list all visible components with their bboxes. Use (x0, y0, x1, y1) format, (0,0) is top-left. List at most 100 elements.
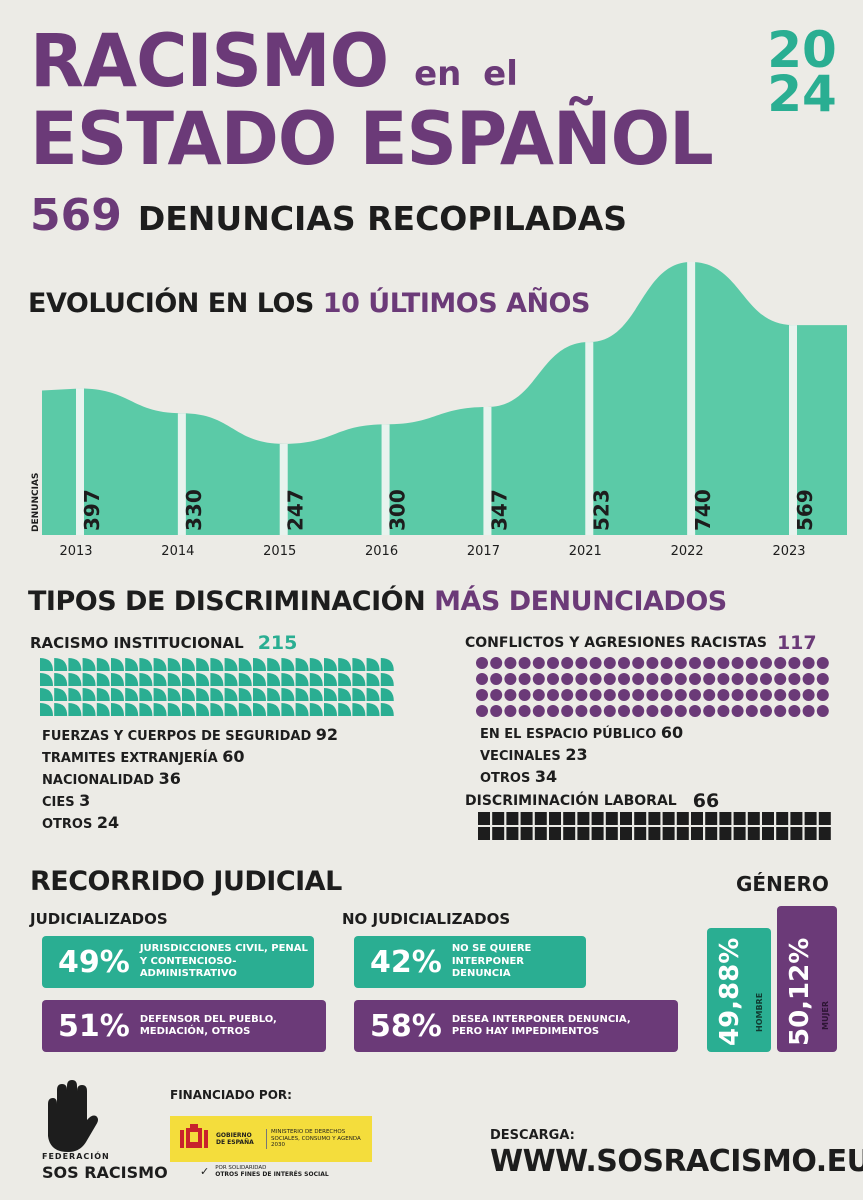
gov-label: GOBIERNO DE ESPAÑA (216, 1131, 254, 1146)
labor-label: DISCRIMINACIÓN LABORAL (465, 793, 677, 809)
n1-pct: 42% (370, 944, 442, 980)
institutional-total: 215 (257, 632, 298, 654)
conflict-unit (774, 689, 787, 701)
conflict-unit (547, 689, 559, 701)
title-line1-small: en el (414, 54, 518, 94)
n2-pct: 58% (370, 1008, 442, 1044)
conflicts-label: CONFLICTOS Y AGRESIONES RACISTAS (465, 635, 767, 651)
conflict-unit (603, 673, 616, 685)
institutional-unit (111, 658, 124, 671)
conflict-unit (788, 689, 801, 701)
j1-pct: 49% (58, 944, 130, 980)
institutional-unit (68, 673, 82, 686)
women-pct: 50,12% (785, 937, 815, 1046)
institutional-unit (366, 703, 380, 716)
conflict-unit (745, 689, 758, 701)
conflict-unit (774, 705, 787, 717)
conf-item: EN EL ESPACIO PÚBLICO 60 (480, 723, 684, 742)
labor-unit (676, 827, 689, 840)
labor-unit (478, 827, 490, 840)
judicialized-box-1: 49% JURISDICCIONES CIVIL, PENAL Y CONTEN… (42, 936, 314, 988)
conflict-unit (490, 689, 503, 701)
institutional-unit (82, 688, 96, 701)
check-icon: ✓ (200, 1165, 210, 1178)
conf-item: OTROS 34 (480, 767, 558, 787)
labor-unit (506, 827, 519, 840)
conflict-unit (802, 657, 815, 669)
j2-text: DEFENSOR DEL PUEBLO, MEDIACIÓN, OTROS (139, 1013, 277, 1038)
conf-item: VECINALES 23 (480, 745, 588, 765)
institutional-unit (125, 673, 139, 686)
conflict-unit (760, 673, 772, 685)
institutional-unit (352, 688, 366, 701)
men-pct: 49,88% (715, 937, 745, 1046)
conflict-unit (518, 705, 531, 717)
download-link[interactable]: WWW.SOSRACISMO.EU (490, 1144, 863, 1179)
institutional-unit (40, 703, 53, 716)
institutional-unit (366, 673, 380, 686)
conflict-unit (816, 705, 829, 717)
conflict-unit (618, 673, 630, 685)
institutional-unit (40, 688, 53, 701)
conflict-unit (731, 689, 744, 701)
institutional-unit (295, 703, 309, 716)
conflict-unit (689, 689, 701, 701)
labor-unit (563, 827, 576, 840)
conflict-unit (674, 689, 687, 701)
conflict-unit (532, 657, 545, 669)
conflict-unit (760, 705, 772, 717)
institutional-unit (238, 703, 252, 716)
institutional-unit (352, 658, 366, 671)
institutional-unit (182, 703, 195, 716)
women-label: MUJER (821, 1000, 830, 1030)
institutional-unit (125, 658, 139, 671)
conflict-unit (632, 689, 645, 701)
conflict-unit (717, 657, 730, 669)
institutional-unit (295, 658, 309, 671)
conflict-unit (490, 705, 503, 717)
labor-unit (492, 812, 505, 825)
institutional-unit (196, 688, 210, 701)
conflict-unit (703, 673, 716, 685)
conflict-unit (589, 689, 602, 701)
inst-item: NACIONALIDAD 36 (42, 769, 181, 789)
hand-logo-icon (48, 1080, 98, 1152)
institutional-unit (309, 673, 323, 686)
value-label: 247 (284, 489, 308, 531)
year-marker (177, 413, 186, 535)
title-block: RACISMO en el ESTADO ESPAÑOL (30, 24, 714, 175)
conflict-unit (788, 705, 801, 717)
institutional-unit (253, 658, 266, 671)
non-judicialized-box-2: 58% DESEA INTERPONER DENUNCIA, PERO HAY … (354, 1000, 678, 1052)
conflict-unit (589, 705, 602, 717)
institutional-unit (309, 703, 323, 716)
labor-unit (577, 827, 590, 840)
institutional-unit (54, 688, 68, 701)
labor-unit (762, 812, 774, 825)
conflict-unit (689, 657, 701, 669)
conflict-unit (504, 705, 517, 717)
labor-unit (605, 812, 618, 825)
types-title: TIPOS DE DISCRIMINACIÓN MÁS DENUNCIADOS (28, 588, 727, 615)
conflict-unit (561, 705, 574, 717)
labor-unit (804, 812, 817, 825)
conflict-unit (788, 657, 801, 669)
institutional-unit (82, 703, 96, 716)
institutional-unit (338, 658, 352, 671)
labor-unit (719, 812, 732, 825)
year-marker (483, 406, 492, 535)
institutional-unit (167, 658, 181, 671)
institutional-unit (295, 673, 309, 686)
conflicts-breakdown: EN EL ESPACIO PÚBLICO 60 VECINALES 23 OT… (480, 722, 683, 788)
total-label: DENUNCIAS RECOPILADAS (137, 199, 628, 238)
institutional-unit (40, 658, 53, 671)
institutional-unit (96, 688, 110, 701)
conflict-unit (518, 689, 531, 701)
conflict-unit (518, 657, 531, 669)
evolution-chart: 397 330 247 300 347 523 740 569 2013 2014 2015 201… (31, 262, 847, 559)
download-label: DESCARGA: (490, 1128, 575, 1143)
conflict-unit (646, 689, 659, 701)
n1-text: NO SE QUIERE INTERPONER DENUNCIA (451, 943, 532, 980)
institutional-unit (253, 673, 266, 686)
labor-unit (591, 827, 604, 840)
